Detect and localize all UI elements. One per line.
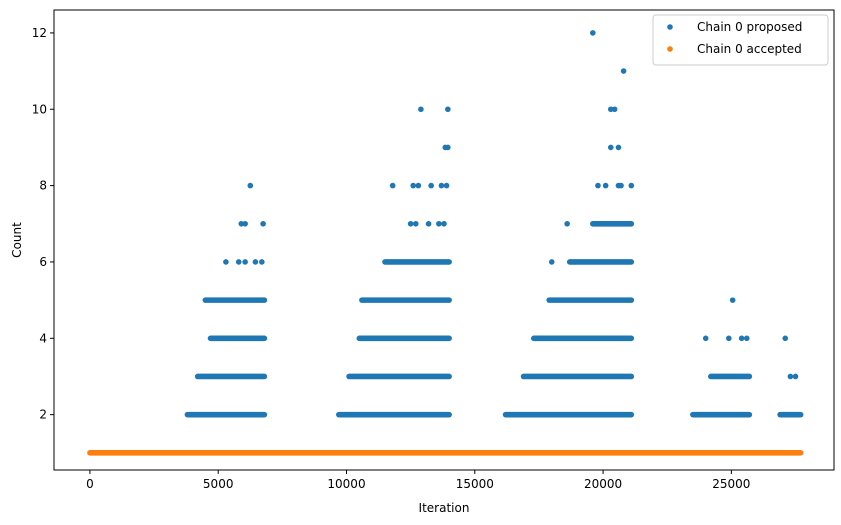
x-tick-label: 20000 xyxy=(584,477,622,491)
data-point xyxy=(389,182,396,189)
x-axis-ticks: 0 5000 10000 15000 20000 25000 xyxy=(86,470,750,491)
data-point xyxy=(235,259,242,265)
legend: Chain 0 proposed Chain 0 accepted xyxy=(652,14,829,66)
data-point xyxy=(702,335,709,342)
data-point xyxy=(620,68,627,74)
data-point xyxy=(792,373,799,380)
data-point xyxy=(441,220,447,227)
data-point xyxy=(548,259,555,265)
plot-frame xyxy=(53,9,835,471)
y-tick-label: 4 xyxy=(39,331,47,345)
data-point xyxy=(564,220,570,227)
data-point xyxy=(242,259,248,265)
data-point xyxy=(436,220,442,227)
y-tick-label: 12 xyxy=(32,26,47,40)
data-point xyxy=(726,335,732,342)
data-point xyxy=(407,220,414,227)
data-point xyxy=(729,297,736,303)
y-tick-label: 2 xyxy=(39,408,47,422)
x-tick-label: 10000 xyxy=(327,477,365,491)
data-point xyxy=(242,220,248,227)
data-point xyxy=(445,144,451,151)
data-point xyxy=(415,182,422,189)
data-point xyxy=(618,182,624,189)
y-axis-ticks: 2 4 6 8 10 12 xyxy=(32,26,54,422)
data-point xyxy=(223,259,229,265)
series-0 xyxy=(184,30,804,418)
data-point xyxy=(602,182,609,189)
data-point xyxy=(590,30,596,36)
data-point xyxy=(418,106,424,113)
data-point xyxy=(743,335,750,342)
y-tick-label: 10 xyxy=(32,102,47,116)
x-tick-label: 5000 xyxy=(203,477,234,491)
y-axis-title: Count xyxy=(10,222,24,258)
data-point xyxy=(607,106,614,113)
data-point xyxy=(428,182,434,189)
legend-label-accepted: Chain 0 accepted xyxy=(697,42,802,56)
legend-marker-proposed xyxy=(667,24,673,30)
data-point xyxy=(410,182,417,189)
data-point xyxy=(425,220,432,227)
chart-marks xyxy=(87,30,804,456)
data-point xyxy=(238,220,245,227)
data-point xyxy=(615,144,622,151)
data-point xyxy=(595,182,601,189)
data-point xyxy=(787,373,794,380)
data-point xyxy=(628,182,635,189)
data-point xyxy=(443,182,450,189)
x-tick-label: 0 xyxy=(86,477,94,491)
data-point xyxy=(438,182,445,189)
data-point xyxy=(252,259,259,265)
data-point xyxy=(445,106,451,113)
data-point xyxy=(611,106,618,113)
legend-frame xyxy=(652,14,829,66)
x-axis-title: Iteration xyxy=(419,501,470,515)
x-tick-label: 25000 xyxy=(712,477,750,491)
data-point xyxy=(782,335,789,342)
data-point xyxy=(260,220,266,227)
legend-marker-accepted xyxy=(667,46,673,52)
data-point xyxy=(247,182,254,189)
data-point xyxy=(738,335,745,342)
y-tick-label: 8 xyxy=(39,179,47,193)
data-point xyxy=(412,220,419,227)
data-point xyxy=(259,259,265,265)
data-point xyxy=(607,144,614,151)
y-tick-label: 6 xyxy=(39,255,47,269)
legend-label-proposed: Chain 0 proposed xyxy=(697,20,802,34)
x-tick-label: 15000 xyxy=(456,477,494,491)
